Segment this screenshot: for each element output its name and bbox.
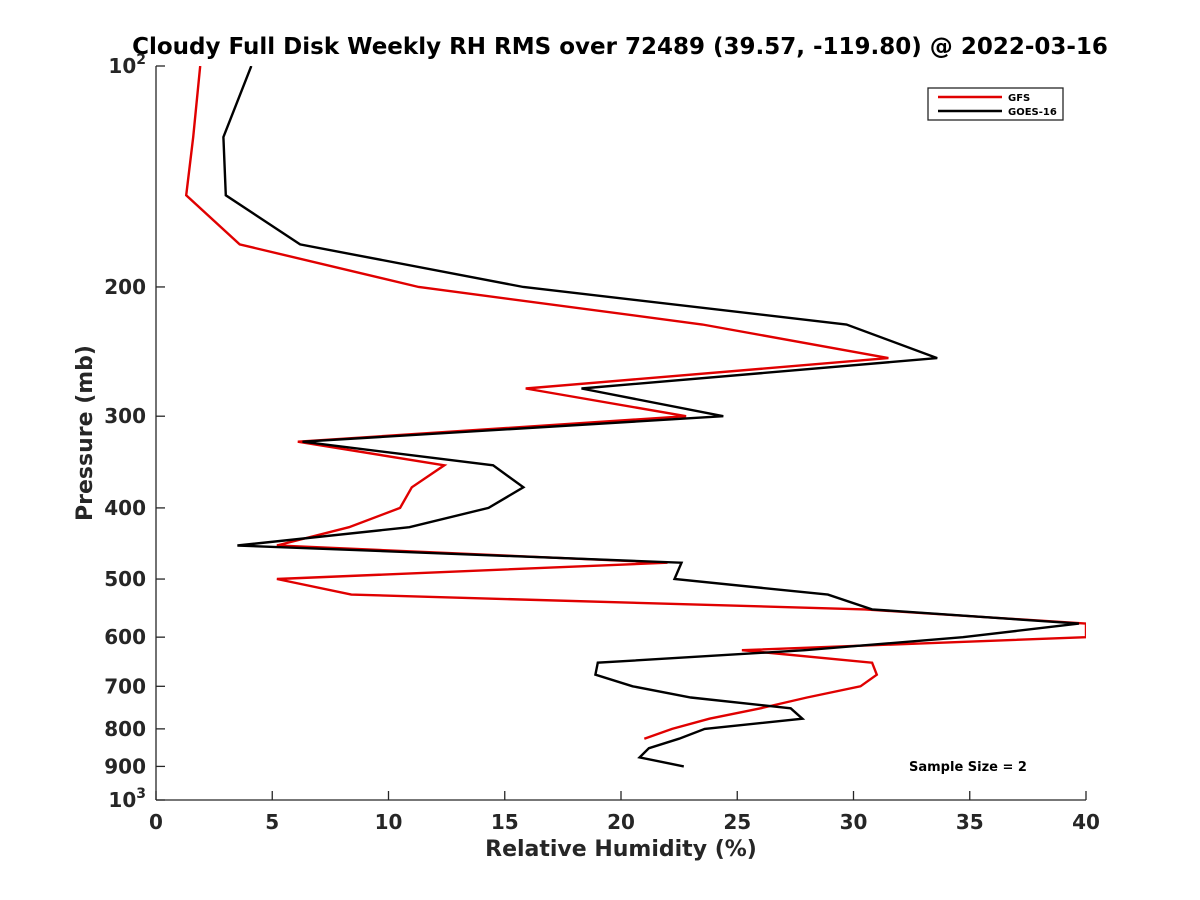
legend-box <box>927 87 1064 121</box>
legend-label-goes16: GOES-16 <box>1008 107 1057 118</box>
x-tick-label: 25 <box>723 810 751 834</box>
chart-title: Cloudy Full Disk Weekly RH RMS over 7248… <box>132 34 1108 60</box>
legend-label-gfs: GFS <box>1008 93 1030 104</box>
x-tick-label: 10 <box>375 810 403 834</box>
y-tick-label: 400 <box>104 496 146 520</box>
y-axis-label: Pressure (mb) <box>73 345 98 521</box>
y-tick-label: 500 <box>104 567 146 591</box>
x-tick-label: 40 <box>1072 810 1100 834</box>
plot-area <box>156 66 1086 800</box>
x-tick-label: 0 <box>149 810 163 834</box>
series-layer <box>184 66 1086 768</box>
y-tick-label: 800 <box>104 717 146 741</box>
y-tick-label: 300 <box>104 404 146 428</box>
plot-background <box>156 66 1086 800</box>
x-tick-label: 5 <box>265 810 279 834</box>
x-tick-label: 20 <box>607 810 635 834</box>
x-tick-label: 30 <box>840 810 868 834</box>
y-tick-label: 900 <box>104 754 146 778</box>
y-tick-label: 103 <box>108 786 146 812</box>
x-axis-label: Relative Humidity (%) <box>485 837 757 862</box>
legend: GFS GOES-16 <box>927 87 1064 121</box>
y-tick-label: 600 <box>104 625 146 649</box>
y-tick-label: 102 <box>108 52 146 78</box>
x-axis-ticks: 0 5 10 15 20 25 30 35 40 <box>149 791 1100 834</box>
y-axis-ticks: 102 200 300 400 500 600 700 800 900 103 <box>104 52 165 812</box>
sample-size-annotation: Sample Size = 2 <box>909 760 1027 775</box>
x-tick-label: 35 <box>956 810 984 834</box>
x-tick-label: 15 <box>491 810 519 834</box>
y-tick-label: 700 <box>104 674 146 698</box>
y-tick-label: 200 <box>104 275 146 299</box>
series-line-goes16 <box>222 66 1080 768</box>
